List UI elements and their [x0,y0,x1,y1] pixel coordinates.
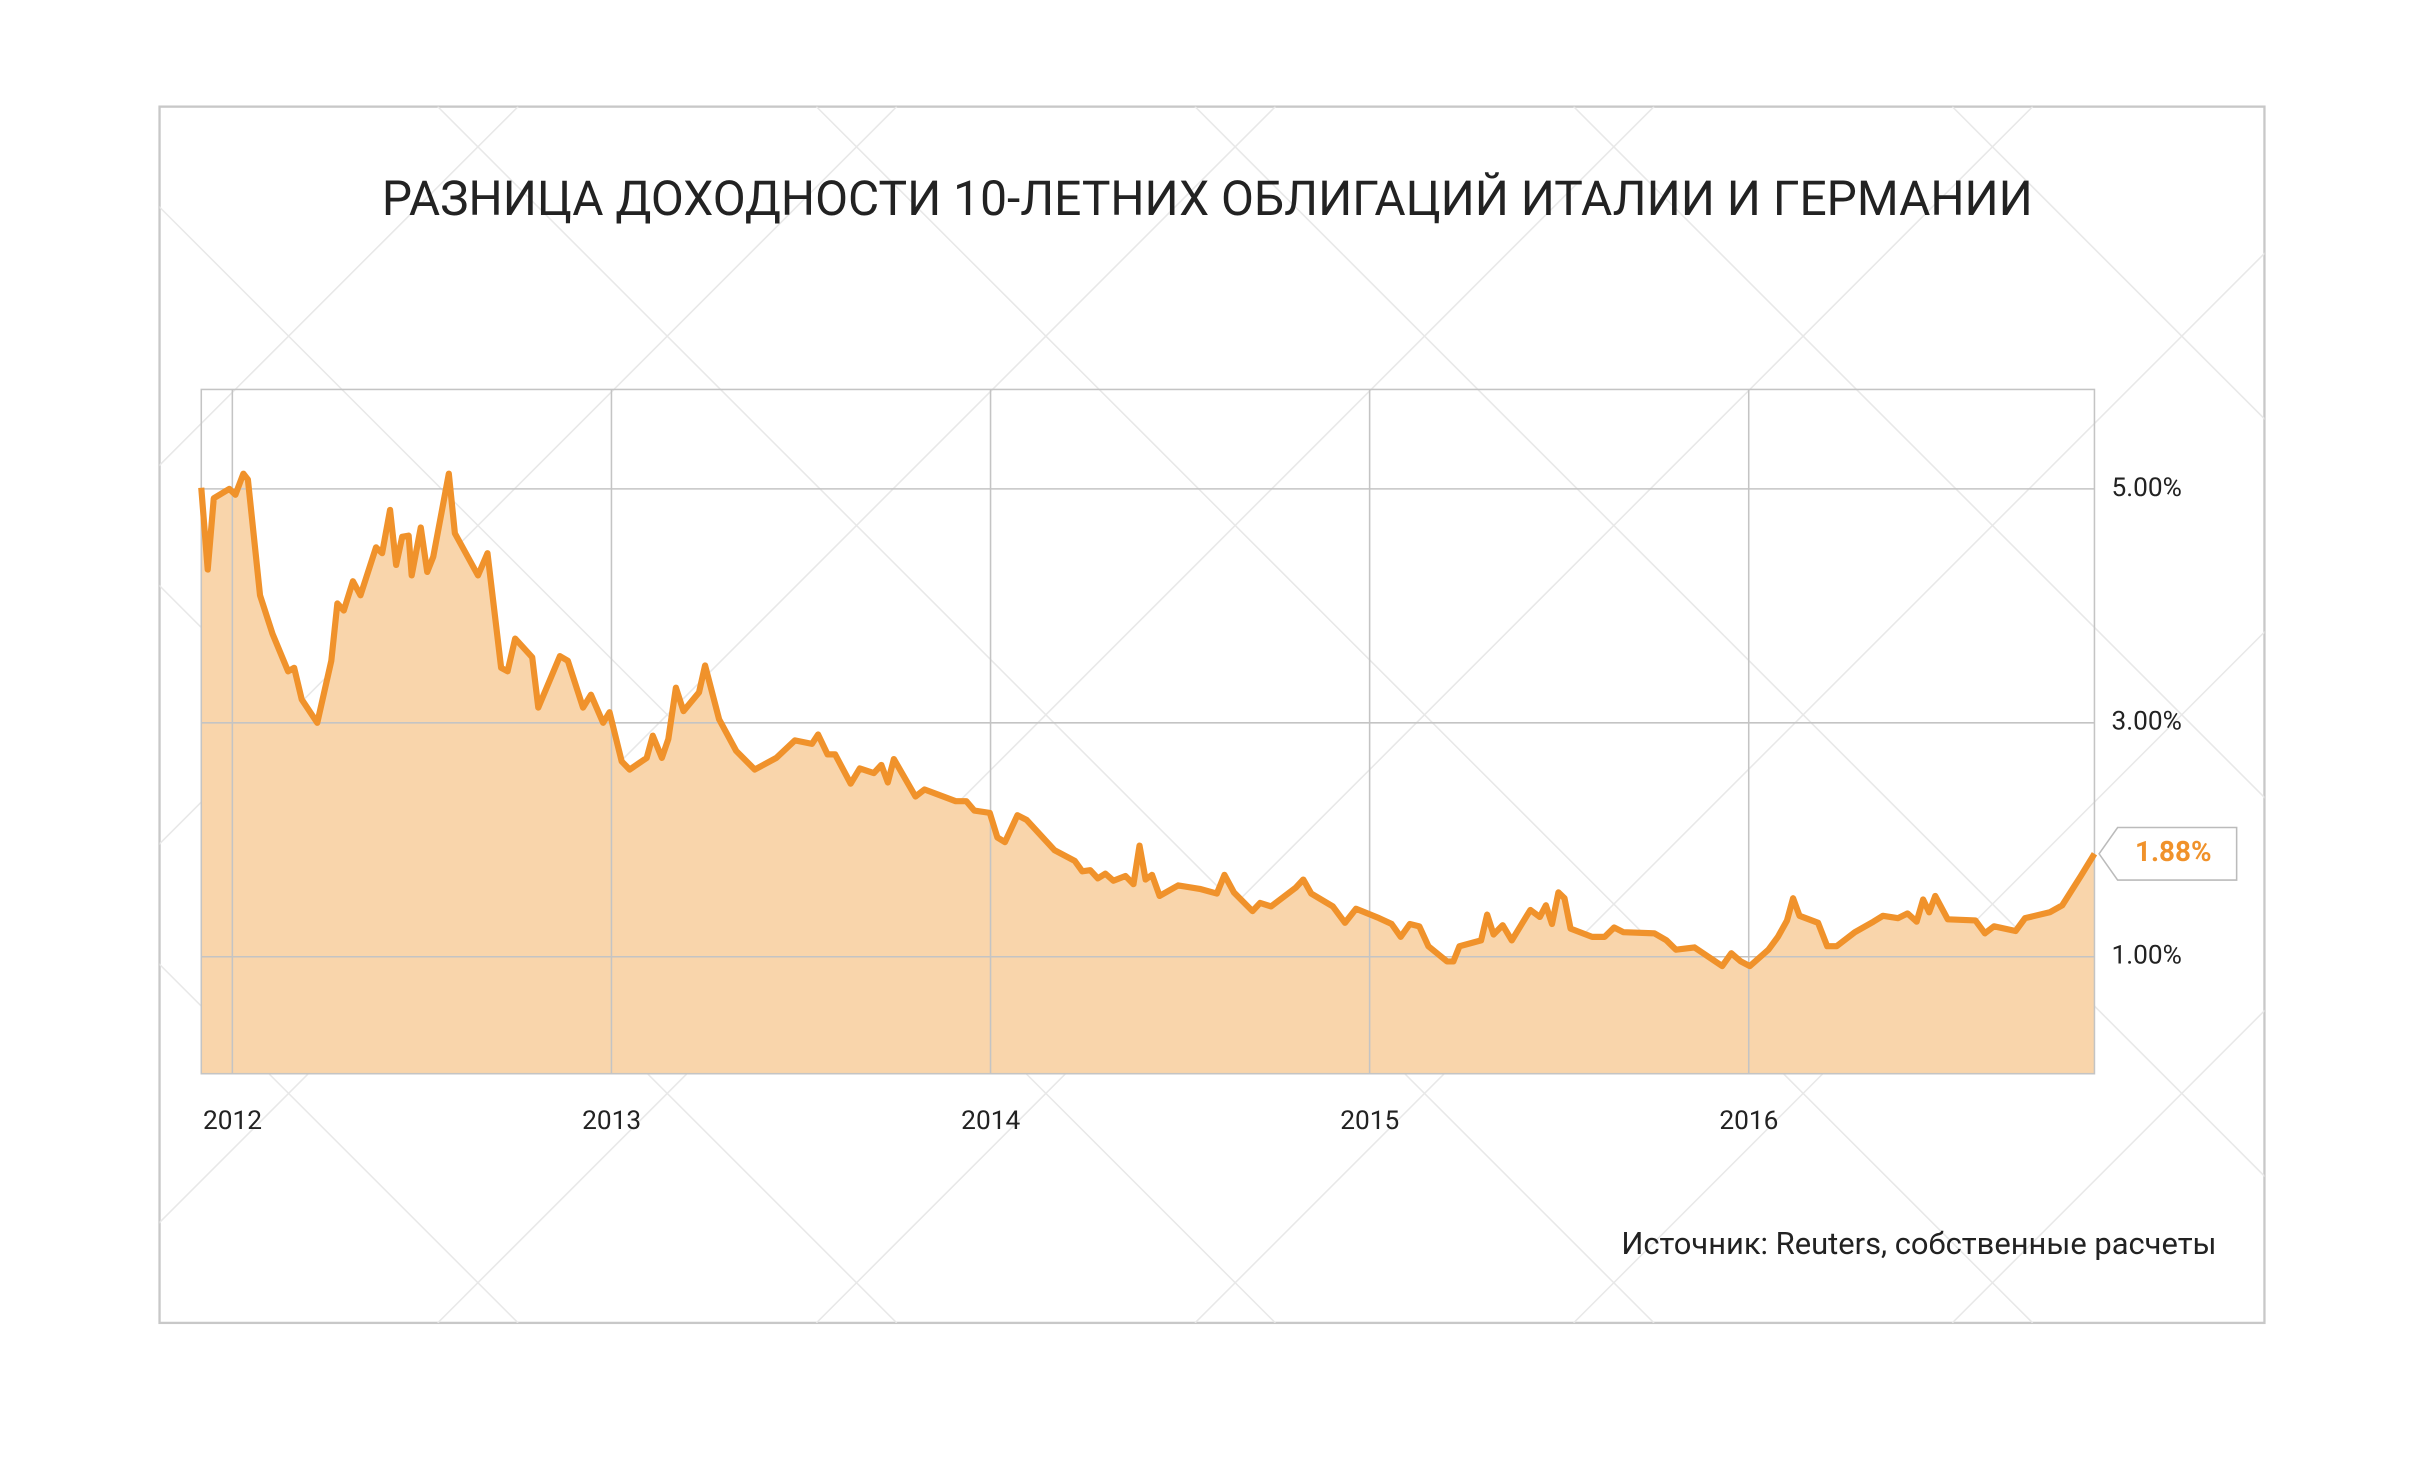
x-tick-label: 2013 [582,1106,641,1136]
x-tick-label: 2015 [1340,1106,1399,1136]
watermark-line [159,106,519,467]
watermark-line [159,963,519,1323]
area [201,473,2095,1074]
watermark-line [815,106,2034,1323]
watermark-line [1194,252,2265,1323]
watermark-line [159,106,1276,1224]
watermark-line [0,107,139,1323]
y-tick-label: 1.00% [2111,941,2181,971]
x-tick-label: 2012 [203,1106,262,1136]
plot-border [200,388,2096,1075]
watermark-line [1573,630,2265,1323]
watermark-line [437,106,1655,1323]
watermark-line [2331,107,2424,1323]
watermark-line [2331,107,2424,1323]
source-note: Источник: Reuters, собственные расчеты [1621,1225,2216,1262]
x-tick-label: 2014 [961,1106,1020,1136]
y-tick-label: 3.00% [2111,707,2181,737]
x-tick-label: 2016 [1719,1106,1778,1136]
watermark-line [1951,1009,2265,1323]
callout-box [2098,826,2238,881]
end-value-label: 1.88% [2135,835,2211,868]
watermark-line [0,107,139,1323]
y-tick-label: 5.00% [2111,473,2181,503]
chart-title: РАЗНИЦА ДОХОДНОСТИ 10-ЛЕТНИХ ОБЛИГАЦИЙ И… [382,171,2033,227]
watermark-line [1951,106,2265,420]
line [198,470,2098,970]
